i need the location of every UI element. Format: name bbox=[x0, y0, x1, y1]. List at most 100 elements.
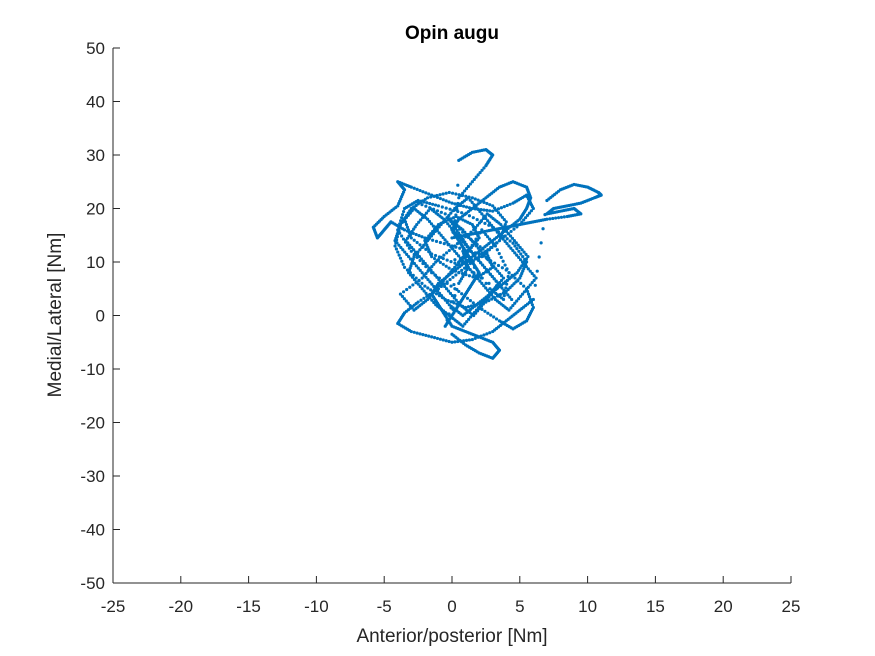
data-point bbox=[499, 278, 504, 282]
data-point bbox=[469, 249, 473, 253]
data-point bbox=[462, 189, 467, 193]
data-point bbox=[520, 292, 525, 296]
data-point bbox=[484, 232, 488, 237]
data-point bbox=[516, 279, 520, 283]
data-point bbox=[422, 273, 426, 277]
data-point bbox=[441, 235, 445, 240]
data-point bbox=[453, 258, 457, 262]
data-point bbox=[451, 216, 456, 220]
data-point bbox=[502, 217, 506, 222]
data-point bbox=[423, 236, 427, 240]
data-point bbox=[534, 276, 538, 280]
data-point bbox=[400, 220, 405, 224]
x-tick-label: -5 bbox=[377, 597, 392, 616]
data-point bbox=[504, 220, 508, 224]
data-point bbox=[521, 255, 525, 259]
data-point bbox=[479, 273, 483, 277]
data-point bbox=[476, 207, 480, 211]
data-point bbox=[435, 195, 440, 200]
x-tick-label: 10 bbox=[578, 597, 597, 616]
data-point bbox=[407, 234, 411, 238]
data-point bbox=[499, 222, 503, 227]
data-point bbox=[420, 216, 425, 220]
data-point bbox=[426, 294, 430, 298]
data-point bbox=[442, 253, 446, 257]
data-point bbox=[524, 264, 528, 269]
data-point bbox=[439, 210, 443, 214]
data-point bbox=[443, 298, 448, 302]
data-point bbox=[412, 238, 416, 242]
data-point bbox=[444, 251, 449, 255]
data-point bbox=[490, 274, 494, 279]
data-point bbox=[399, 245, 403, 250]
data-point bbox=[441, 220, 445, 224]
data-point bbox=[434, 260, 438, 264]
data-point bbox=[532, 274, 536, 278]
data-point bbox=[409, 249, 413, 253]
data-point bbox=[401, 237, 406, 241]
data-point bbox=[449, 219, 453, 224]
y-tick-label: -30 bbox=[80, 467, 105, 486]
data-point bbox=[407, 255, 411, 259]
data-point bbox=[410, 306, 414, 310]
data-point bbox=[524, 257, 528, 261]
data-point bbox=[423, 261, 427, 266]
data-point bbox=[467, 247, 471, 251]
data-point bbox=[435, 227, 439, 231]
data-point bbox=[464, 205, 469, 209]
data-point bbox=[485, 297, 489, 302]
data-point bbox=[433, 253, 438, 258]
data-point bbox=[430, 252, 434, 256]
data-point bbox=[418, 268, 422, 273]
data-point bbox=[473, 197, 477, 201]
data-point bbox=[405, 225, 410, 229]
data-point bbox=[512, 239, 516, 243]
data-point bbox=[408, 285, 412, 289]
data-point bbox=[511, 303, 515, 308]
data-point bbox=[515, 253, 519, 257]
y-tick-label: 20 bbox=[86, 200, 105, 219]
data-point bbox=[475, 309, 480, 313]
data-point bbox=[526, 285, 530, 289]
data-point bbox=[447, 339, 451, 344]
data-point bbox=[522, 262, 527, 266]
data-point bbox=[429, 234, 434, 238]
data-point bbox=[486, 270, 491, 274]
data-point bbox=[492, 264, 496, 269]
data-point bbox=[494, 267, 498, 271]
data-point bbox=[431, 238, 435, 242]
data-point bbox=[415, 240, 419, 245]
data-point bbox=[417, 234, 421, 238]
data-point bbox=[414, 203, 418, 208]
data-point bbox=[398, 292, 403, 296]
data-point bbox=[442, 242, 446, 246]
data-point bbox=[408, 232, 413, 236]
data-point bbox=[459, 238, 463, 242]
data-point bbox=[467, 317, 471, 321]
data-point bbox=[554, 216, 558, 220]
data-point bbox=[406, 301, 410, 305]
data-point bbox=[413, 225, 417, 229]
data-point bbox=[467, 214, 472, 218]
data-point bbox=[478, 231, 482, 235]
data-point bbox=[514, 241, 518, 245]
data-point bbox=[481, 271, 485, 276]
data-point bbox=[405, 287, 409, 292]
data-point bbox=[443, 238, 447, 242]
data-point bbox=[556, 216, 561, 220]
data-point bbox=[508, 295, 512, 299]
data-point bbox=[405, 252, 409, 256]
data-point bbox=[439, 233, 443, 237]
data-point bbox=[494, 317, 499, 321]
data-point bbox=[461, 240, 465, 244]
data-point bbox=[492, 315, 496, 319]
data-point bbox=[531, 305, 535, 310]
data-point bbox=[401, 248, 405, 252]
data-point bbox=[470, 337, 474, 342]
data-point bbox=[510, 236, 515, 240]
data-point bbox=[441, 262, 445, 266]
data-point bbox=[458, 246, 462, 250]
data-point bbox=[479, 304, 484, 308]
data-point bbox=[420, 271, 424, 275]
data-point bbox=[438, 337, 442, 341]
